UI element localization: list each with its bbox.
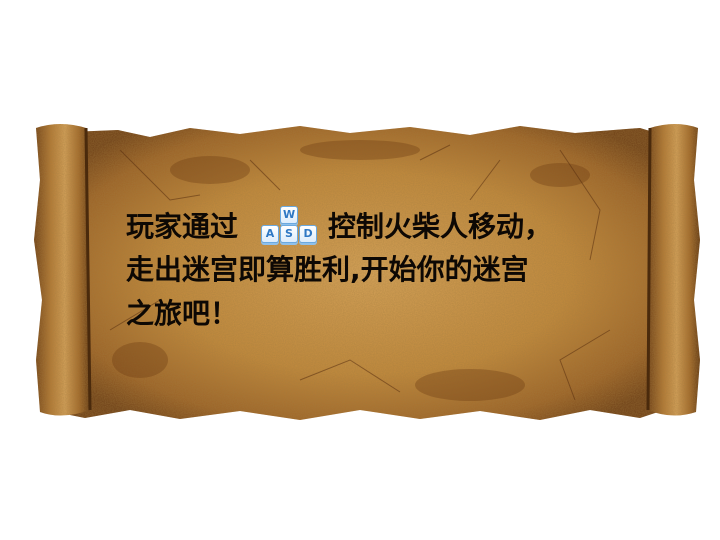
right-scroll-roll (646, 124, 700, 416)
line1-suffix: 控制火柴人移动， (328, 210, 553, 243)
key-w: W (280, 206, 299, 224)
instructions-text: 玩家通过 W A S D 控制火柴人移动， 走出迷宫即算胜利,开始你的迷宫 之旅吧！ (126, 204, 646, 336)
parchment-cracks (109, 144, 611, 401)
instructions-line-1: 玩家通过 W A S D 控制火柴人移动， (126, 204, 646, 248)
instructions-line-2: 走出迷宫即算胜利,开始你的迷宫 (126, 253, 529, 286)
key-a: A (261, 225, 280, 243)
key-d: D (299, 225, 318, 243)
line1-prefix: 玩家通过 (126, 210, 239, 243)
left-scroll-roll (34, 124, 92, 416)
key-s: S (280, 225, 299, 243)
parchment-stains (112, 140, 590, 401)
instructions-line-3: 之旅吧！ (126, 297, 239, 330)
